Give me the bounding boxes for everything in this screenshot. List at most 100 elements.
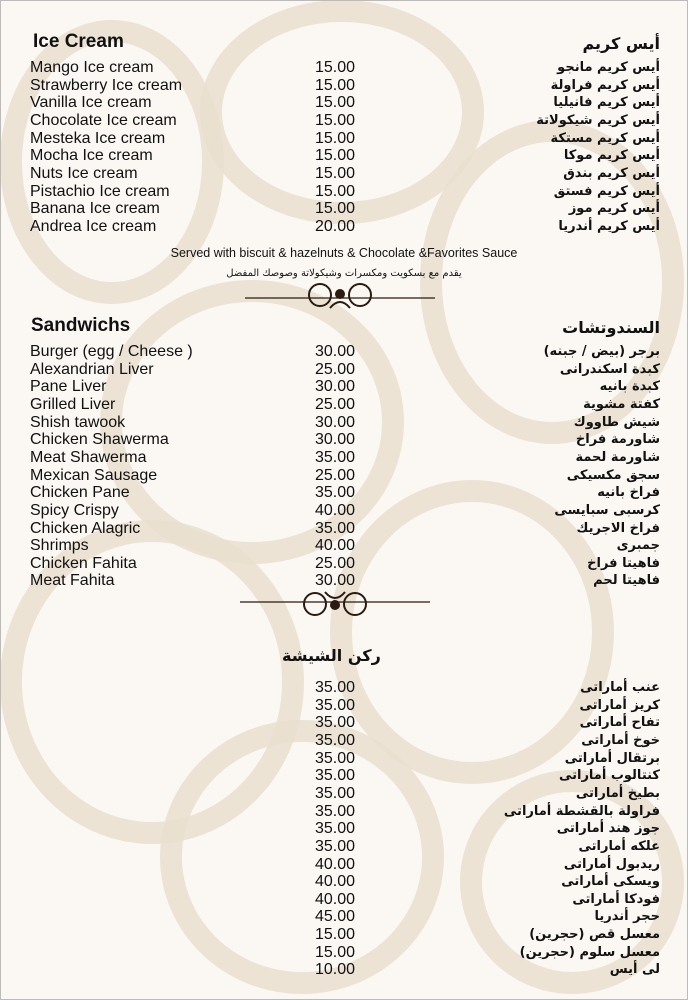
menu-item: Meat Fahita 30.00 فاهيتا لحم [0, 572, 688, 590]
ornament-divider [245, 283, 435, 309]
item-name-ar: برجر (بيض / جبنه) [543, 344, 660, 359]
menu-item: 35.00 تفاح أماراتى [0, 714, 688, 732]
menu-item: Chicken Shawerma 30.00 شاورمة فراخ [0, 431, 688, 449]
item-name-ar: أيس كريم موز [568, 201, 660, 217]
item-name-ar: حجر أندريا [594, 909, 660, 925]
item-name-ar: جمبرى [616, 538, 660, 554]
item-price: 15.00 [314, 129, 355, 147]
menu-item: 40.00 ريدبول أماراتى [0, 856, 688, 874]
menu-item: Chicken Alagric 35.00 فراخ الاجريك [0, 520, 688, 538]
item-name: Mexican Sausage [30, 466, 158, 484]
item-name-ar: بطيخ أماراتى [575, 785, 660, 801]
menu-item: Mango Ice cream 15.00 أيس كريم مانجو [0, 59, 688, 77]
item-price: 15.00 [314, 182, 355, 200]
menu-item: 15.00 معسل سلوم (حجرين) [0, 944, 688, 962]
menu-item: Shrimps 40.00 جمبرى [0, 537, 688, 555]
item-name-ar: أيس كريم فانيليا [553, 95, 660, 111]
item-name-ar: تفاح أماراتى [579, 715, 660, 731]
item-price: 35.00 [314, 837, 355, 855]
menu-item: Mocha Ice cream 15.00 أيس كريم موكا [0, 147, 688, 165]
served-with-note: Served with biscuit & hazelnuts & Chocol… [170, 246, 518, 260]
item-name-ar: أيس كريم مانجو [557, 60, 660, 75]
item-name-ar: أيس كريم بندق [563, 165, 660, 181]
item-name: Nuts Ice cream [30, 164, 138, 182]
item-price: 35.00 [314, 519, 355, 537]
item-name: Spicy Crispy [30, 501, 119, 519]
item-name-ar: علكه أماراتى [578, 838, 660, 854]
item-name-ar: فاهيتا فراخ [587, 555, 660, 571]
item-name-ar: ويسكى أماراتى [561, 874, 660, 890]
menu-item: Nuts Ice cream 15.00 أيس كريم بندق [0, 165, 688, 183]
item-price: 15.00 [314, 111, 355, 129]
menu-item: Chicken Fahita 25.00 فاهيتا فراخ [0, 555, 688, 573]
item-price: 30.00 [314, 572, 355, 590]
item-price: 15.00 [314, 926, 355, 944]
item-price: 35.00 [314, 802, 355, 820]
menu-item: Vanilla Ice cream 15.00 أيس كريم فانيليا [0, 94, 688, 112]
item-name-ar: فراخ بانيه [597, 485, 660, 501]
menu-item: 35.00 كريز أماراتى [0, 697, 688, 715]
menu-item: Grilled Liver 25.00 كفتة مشوية [0, 396, 688, 414]
item-name-ar: كفتة مشوية [583, 396, 660, 412]
item-name-ar: معسل قص (حجرين) [529, 927, 660, 943]
menu-item: Shish tawook 30.00 شيش طاووك [0, 414, 688, 432]
menu-item: Mesteka Ice cream 15.00 أيس كريم مستكة [0, 130, 688, 148]
item-name-ar: كريز أماراتى [579, 697, 660, 713]
served-with-note-ar: يقدم مع بسكويت ومكسرات وشيكولاتة وصوصك ا… [226, 268, 462, 279]
menu-item: Mexican Sausage 25.00 سجق مكسيكى [0, 467, 688, 485]
menu-item: 35.00 خوخ أماراتى [0, 732, 688, 750]
item-price: 15.00 [314, 59, 355, 76]
item-price: 15.00 [314, 94, 355, 112]
menu-item: Strawberry Ice cream 15.00 أيس كريم فراولة [0, 77, 688, 95]
menu-item: 35.00 علكه أماراتى [0, 838, 688, 856]
item-name-ar: شيش طاووك [573, 414, 660, 430]
item-price: 30.00 [314, 343, 355, 360]
item-price: 20.00 [314, 217, 355, 235]
item-name: Chocolate Ice cream [30, 111, 177, 129]
item-price: 40.00 [314, 501, 355, 519]
item-name-ar: فودكا أماراتى [572, 891, 660, 907]
item-name: Alexandrian Liver [30, 360, 154, 378]
shisha-title-ar: ركن الشيشة [282, 646, 381, 665]
item-name: Banana Ice cream [30, 200, 160, 218]
item-price: 35.00 [314, 820, 355, 838]
item-name: Shish tawook [30, 413, 126, 431]
menu-item: 35.00 عنب أماراتى [0, 679, 688, 697]
item-name-ar: أيس كريم شيكولاتة [536, 112, 660, 128]
item-name: Burger (egg / Cheese ) [30, 343, 193, 360]
item-price: 40.00 [314, 873, 355, 891]
item-price: 40.00 [314, 855, 355, 873]
item-name-ar: معسل سلوم (حجرين) [519, 944, 660, 960]
item-name: Meat Shawerma [30, 448, 147, 466]
menu-item: Spicy Crispy 40.00 كرسبى سبايسى [0, 502, 688, 520]
item-price: 25.00 [314, 554, 355, 572]
item-name: Chicken Shawerma [30, 431, 169, 449]
menu-item: 40.00 فودكا أماراتى [0, 891, 688, 909]
item-name-ar: فراولة بالقشطة أماراتى [503, 803, 660, 819]
ice-cream-title: Ice Cream [33, 31, 124, 52]
item-name-ar: فراخ الاجريك [576, 520, 660, 536]
item-price: 35.00 [314, 714, 355, 732]
menu-item: Chocolate Ice cream 15.00 أيس كريم شيكولات… [0, 112, 688, 130]
item-name-ar: جوز هند أماراتى [556, 821, 660, 837]
item-price: 35.00 [314, 696, 355, 714]
menu-item: 40.00 ويسكى أماراتى [0, 873, 688, 891]
item-name-ar: خوخ أماراتى [581, 732, 660, 748]
item-name-ar: برتقال أماراتى [564, 750, 660, 766]
item-price: 10.00 [314, 961, 355, 979]
item-name: Mocha Ice cream [30, 147, 153, 165]
item-name-ar: لى أيس [609, 962, 660, 978]
item-name: Pistachio Ice cream [30, 182, 170, 200]
item-price: 35.00 [314, 484, 355, 502]
menu-item: 10.00 لى أيس [0, 961, 688, 979]
item-name: Grilled Liver [30, 395, 116, 413]
menu-item: Pane Liver 30.00 كبدة بانيه [0, 378, 688, 396]
item-price: 35.00 [314, 749, 355, 767]
menu-item: Alexandrian Liver 25.00 كبدة اسكندرانى [0, 361, 688, 379]
item-name-ar: كبدة اسكندرانى [559, 361, 660, 377]
item-name: Andrea Ice cream [30, 217, 157, 235]
item-price: 30.00 [314, 413, 355, 431]
item-price: 45.00 [314, 908, 355, 926]
menu-item: Chicken Pane 35.00 فراخ بانيه [0, 484, 688, 502]
